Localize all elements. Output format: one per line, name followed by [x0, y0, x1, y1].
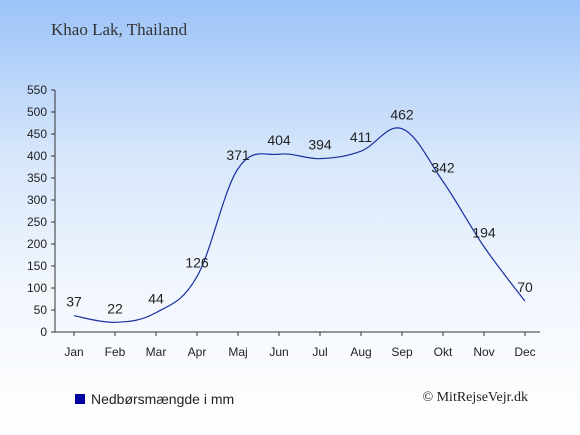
y-tick-label: 550	[27, 83, 47, 97]
chart-axes	[54, 90, 540, 333]
y-tick-label: 450	[27, 127, 47, 141]
data-label: 462	[390, 107, 414, 123]
x-tick-label: Maj	[228, 345, 247, 359]
data-label: 371	[226, 147, 250, 163]
data-label: 411	[350, 129, 373, 145]
y-tick-label: 150	[27, 259, 47, 273]
data-label: 44	[148, 291, 164, 307]
x-tick-label: Okt	[434, 345, 453, 359]
precipitation-line	[73, 127, 526, 323]
y-tick-label: 200	[27, 237, 47, 251]
y-tick-label: 50	[34, 303, 48, 317]
series-group	[73, 127, 526, 323]
location-title: Khao Lak, Thailand	[51, 20, 188, 39]
x-tick-label: Nov	[473, 345, 494, 359]
data-labels: 37 22 44 126 371 404 394 411 462 342 194 70	[66, 107, 533, 317]
legend-label: Nedbørsmængde i mm	[91, 391, 235, 407]
y-tick-label: 0	[40, 325, 47, 339]
y-tick-label: 500	[27, 105, 47, 119]
x-tick-label: Jul	[312, 345, 327, 359]
x-tick-label: Apr	[188, 345, 207, 359]
data-label: 342	[431, 160, 455, 176]
y-axis-ticks: 0 50 100 150 200 250 300 350 400 450 500 550	[27, 83, 55, 339]
data-label: 126	[185, 255, 209, 271]
x-tick-label: Mar	[146, 345, 167, 359]
data-label: 404	[267, 132, 291, 148]
x-tick-label: Jun	[269, 345, 288, 359]
data-label: 37	[66, 294, 82, 310]
copyright-credit: © MitRejseVejr.dk	[422, 390, 528, 405]
data-label: 194	[472, 225, 496, 241]
x-tick-label: Sep	[391, 345, 413, 359]
x-tick-label: Dec	[514, 345, 535, 359]
y-tick-label: 100	[27, 281, 47, 295]
data-label: 70	[517, 279, 533, 295]
legend: Nedbørsmængde i mm	[75, 391, 234, 407]
y-tick-label: 400	[27, 149, 47, 163]
y-tick-label: 250	[27, 215, 47, 229]
data-label: 22	[107, 300, 123, 316]
x-tick-label: Jan	[64, 345, 83, 359]
data-label: 394	[308, 137, 332, 153]
x-axis-ticks: Jan Feb Mar Apr Maj Jun Jul Aug Sep Okt Nov Dec	[64, 332, 536, 359]
y-tick-label: 350	[27, 171, 47, 185]
x-tick-label: Aug	[350, 345, 371, 359]
x-tick-label: Feb	[105, 345, 126, 359]
legend-swatch	[75, 394, 85, 404]
y-tick-label: 300	[27, 193, 47, 207]
